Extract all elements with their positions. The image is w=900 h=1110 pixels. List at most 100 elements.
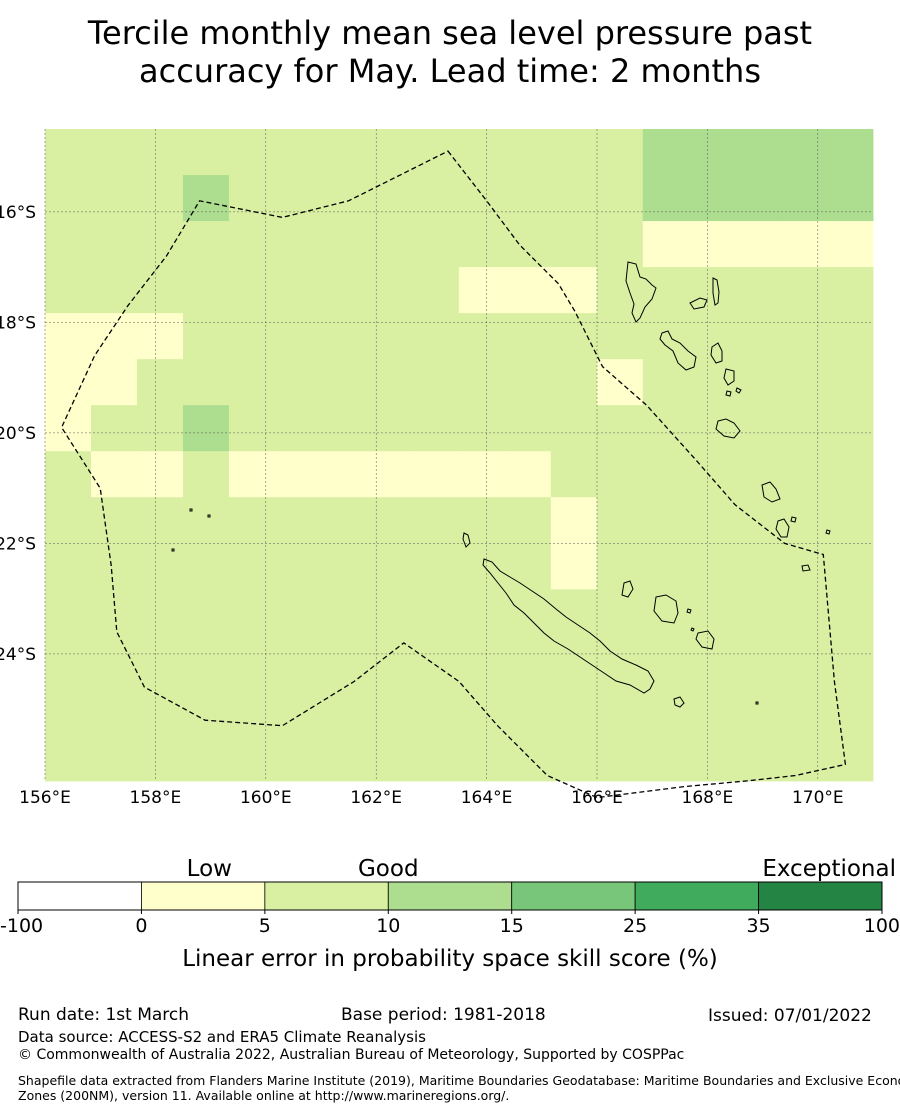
skill-cell <box>228 773 276 782</box>
longitude-tick-label: 164°E <box>461 788 513 808</box>
skill-cell <box>688 497 736 544</box>
skill-cell <box>136 451 184 498</box>
vanuatu-malekula <box>659 330 697 371</box>
skill-cell <box>688 589 736 636</box>
skill-cell <box>274 405 322 452</box>
skill-cell <box>45 543 92 590</box>
skill-cell <box>320 129 368 176</box>
skill-cell <box>826 359 874 406</box>
skill-cell <box>366 543 414 590</box>
skill-cell <box>366 359 414 406</box>
skill-cell <box>688 451 736 498</box>
colorbar-segment <box>17 881 142 911</box>
skill-cell <box>550 405 598 452</box>
skill-cell <box>228 497 276 544</box>
skill-cell <box>550 451 598 498</box>
skill-cell <box>412 221 460 268</box>
skill-cell <box>504 313 552 360</box>
base-period: Base period: 1981-2018 <box>341 1005 546 1025</box>
skill-cell <box>45 405 92 452</box>
skill-cell <box>872 175 874 222</box>
skill-cell <box>136 175 184 222</box>
skill-cell <box>550 313 598 360</box>
title-line-2: accuracy for May. Lead time: 2 months <box>138 52 761 90</box>
loyalty-small <box>690 627 695 632</box>
longitude-tick-label: 166°E <box>571 788 623 808</box>
skill-cell <box>596 773 644 782</box>
skill-cell <box>366 175 414 222</box>
skill-cell <box>734 727 782 774</box>
skill-cell <box>320 497 368 544</box>
skill-cell <box>412 681 460 728</box>
skill-cell <box>320 451 368 498</box>
skill-cell <box>228 175 276 222</box>
skill-score-map: 156°E 158°E 160°E 162°E 164°E 166°E 168°E 170°E… <box>0 129 874 808</box>
skill-cell <box>504 405 552 452</box>
skill-cell <box>596 543 644 590</box>
skill-cell <box>872 405 874 452</box>
skill-cell <box>780 175 828 222</box>
colorbar-segment <box>758 881 883 911</box>
skill-cell <box>550 727 598 774</box>
skill-cell <box>182 313 230 360</box>
skill-cell <box>734 175 782 222</box>
skill-cell <box>826 589 874 636</box>
skill-cell <box>412 267 460 314</box>
skill-cell <box>274 267 322 314</box>
skill-cell <box>688 543 736 590</box>
skill-cell <box>412 175 460 222</box>
skill-cell <box>458 589 506 636</box>
skill-cell <box>366 405 414 452</box>
skill-cell <box>366 773 414 782</box>
skill-cell <box>412 451 460 498</box>
skill-cell <box>734 221 782 268</box>
skill-cell <box>412 635 460 682</box>
skill-cell <box>412 543 460 590</box>
skill-cell <box>596 175 644 222</box>
skill-cell <box>320 589 368 636</box>
skill-cell <box>642 267 690 314</box>
skill-cell <box>458 497 506 544</box>
skill-cell <box>320 221 368 268</box>
skill-cell <box>504 543 552 590</box>
run-date: Run date: 1st March <box>18 1005 190 1025</box>
skill-cell <box>228 313 276 360</box>
latitude-tick-label: 24°S <box>0 645 36 665</box>
skill-cell <box>872 359 874 406</box>
longitude-tick-label: 162°E <box>350 788 402 808</box>
skill-cell <box>642 589 690 636</box>
skill-cell <box>182 635 230 682</box>
longitude-tick-labels: 156°E 158°E 160°E 162°E 164°E 166°E 168°E 170°E <box>19 788 844 808</box>
skill-cell <box>780 727 828 774</box>
skill-cell <box>366 451 414 498</box>
skill-cell <box>872 543 874 590</box>
skill-cell <box>826 543 874 590</box>
skill-cell <box>504 589 552 636</box>
map-title: Tercile monthly mean sea level pressure … <box>0 14 900 90</box>
skill-cell <box>504 681 552 728</box>
eez-boundary <box>60 150 847 799</box>
vanuatu-efate <box>715 418 741 439</box>
skill-cell <box>550 681 598 728</box>
skill-cell <box>642 497 690 544</box>
skill-cell <box>320 635 368 682</box>
skill-cell <box>274 451 322 498</box>
skill-cell <box>596 497 644 544</box>
skill-cell <box>412 313 460 360</box>
skill-cell <box>504 129 552 176</box>
skill-cell <box>136 129 184 176</box>
skill-cell <box>45 589 92 636</box>
skill-cell <box>274 129 322 176</box>
skill-cell <box>504 451 552 498</box>
vanuatu-small-2 <box>735 387 742 394</box>
skill-cell <box>458 129 506 176</box>
skill-cell <box>688 635 736 682</box>
islet-west-1 <box>189 508 193 512</box>
skill-cell <box>826 221 874 268</box>
skill-cell <box>228 543 276 590</box>
skill-cell <box>504 727 552 774</box>
longitude-tick-label: 160°E <box>240 788 292 808</box>
skill-cell <box>550 589 598 636</box>
colorbar-tick-label: 100 <box>864 915 900 937</box>
skill-cell <box>734 589 782 636</box>
